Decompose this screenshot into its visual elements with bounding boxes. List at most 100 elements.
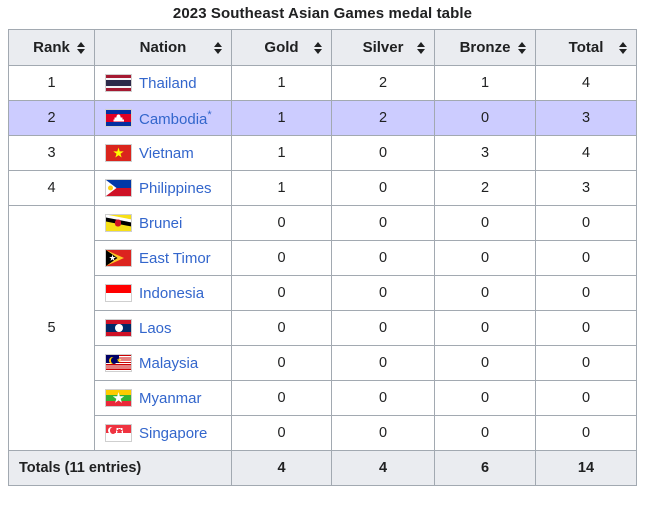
total-cell: 0 [535,275,637,311]
malaysia-flag-icon [105,354,132,372]
sort-both-arrows-icon[interactable] [314,41,323,55]
nation-link[interactable]: Malaysia [139,354,199,372]
silver-cell: 0 [331,310,435,346]
column-header-nation[interactable]: Nation [94,29,232,66]
nation-link[interactable]: Brunei [139,214,183,232]
nation-cell: East Timor [94,240,232,276]
laos-flag-icon [105,319,132,337]
nation-inner: Vietnam [105,144,231,162]
total-cell: 0 [535,310,637,346]
header-row: Rank Nation Gold [8,29,637,66]
vietnam-flag-icon [105,144,132,162]
silver-cell: 0 [331,415,435,451]
total-cell: 0 [535,380,637,416]
gold-cell: 1 [231,100,332,136]
nation-link[interactable]: East Timor [139,249,211,267]
footnote-marker: * [207,108,212,121]
nation-link[interactable]: Cambodia* [139,108,212,128]
bronze-cell: 0 [434,345,536,381]
rank-cell: 3 [8,135,95,171]
gold-cell: 1 [231,135,332,171]
nation-inner: East Timor [105,249,231,267]
total-cell: 3 [535,170,637,206]
bronze-cell: 0 [434,205,536,241]
nation-inner: Philippines [105,179,231,197]
nation-link[interactable]: Indonesia [139,284,205,302]
sort-both-arrows-icon[interactable] [619,41,628,55]
bronze-cell: 1 [434,65,536,101]
totals-silver: 4 [331,450,435,486]
nation-cell: Vietnam [94,135,232,171]
bronze-cell: 2 [434,170,536,206]
sort-both-arrows-icon[interactable] [214,41,223,55]
philippines-flag-icon [105,179,132,197]
gold-cell: 0 [231,275,332,311]
sort-both-arrows-icon[interactable] [77,41,86,55]
column-header-nation-label: Nation [139,39,187,56]
totals-total: 14 [535,450,637,486]
brunei-flag-icon [105,214,132,232]
column-header-rank[interactable]: Rank [8,29,95,66]
nation-inner: Cambodia* [105,109,231,128]
column-header-silver-label: Silver [362,39,404,56]
column-header-bronze[interactable]: Bronze [434,29,536,66]
silver-cell: 0 [331,275,435,311]
silver-cell: 0 [331,380,435,416]
total-cell: 4 [535,135,637,171]
nation-link[interactable]: Vietnam [139,144,194,162]
table-row: 1 Thailand 1 2 1 4 [8,65,637,101]
bronze-cell: 0 [434,275,536,311]
sort-both-arrows-icon[interactable] [417,41,426,55]
silver-cell: 2 [331,100,435,136]
bronze-cell: 0 [434,310,536,346]
totals-bronze: 6 [434,450,536,486]
bronze-cell: 0 [434,415,536,451]
nation-inner: Myanmar [105,389,231,407]
nation-cell: Laos [94,310,232,346]
total-cell: 4 [535,65,637,101]
nation-link[interactable]: Myanmar [139,389,202,407]
table-body: 1 Thailand 1 2 1 4 2 Cambodia* 1 2 0 3 3 Vietnam 1 0 3 4 4… [8,65,637,451]
bronze-cell: 0 [434,240,536,276]
column-header-gold[interactable]: Gold [231,29,332,66]
table-row: East Timor 0 0 0 0 [9,240,637,276]
totals-label: Totals (11 entries) [8,450,232,486]
table-row: Laos 0 0 0 0 [9,310,637,346]
totals-row: Totals (11 entries) 4 4 6 14 [8,450,637,486]
column-header-total[interactable]: Total [535,29,637,66]
gold-cell: 0 [231,415,332,451]
east-timor-flag-icon [105,249,132,267]
nation-inner: Thailand [105,74,231,92]
nation-link[interactable]: Singapore [139,424,208,442]
column-header-gold-label: Gold [264,39,299,56]
gold-cell: 0 [231,380,332,416]
total-cell: 0 [535,345,637,381]
silver-cell: 0 [331,135,435,171]
sort-both-arrows-icon[interactable] [518,41,527,55]
rank-cell: 1 [8,65,95,101]
nation-link[interactable]: Laos [139,319,172,337]
silver-cell: 0 [331,205,435,241]
nation-link[interactable]: Thailand [139,74,197,92]
gold-cell: 0 [231,205,332,241]
silver-cell: 0 [331,170,435,206]
page-title: 2023 Southeast Asian Games medal table [172,5,473,22]
nation-link[interactable]: Philippines [139,179,212,197]
nation-inner: Singapore [105,424,231,442]
medal-table: Rank Nation Gold [8,29,637,486]
table-row: Malaysia 0 0 0 0 [9,345,637,381]
nation-cell: Thailand [94,65,232,101]
bronze-cell: 3 [434,135,536,171]
column-header-silver[interactable]: Silver [331,29,435,66]
indonesia-flag-icon [105,284,132,302]
bronze-cell: 0 [434,380,536,416]
nation-cell: Malaysia [94,345,232,381]
table-footer: Totals (11 entries) 4 4 6 14 [8,450,637,486]
totals-gold: 4 [231,450,332,486]
column-header-total-label: Total [568,39,604,56]
silver-cell: 0 [331,345,435,381]
gold-cell: 1 [231,170,332,206]
table-row: 4 Philippines 1 0 2 3 [8,170,637,206]
silver-cell: 0 [331,240,435,276]
